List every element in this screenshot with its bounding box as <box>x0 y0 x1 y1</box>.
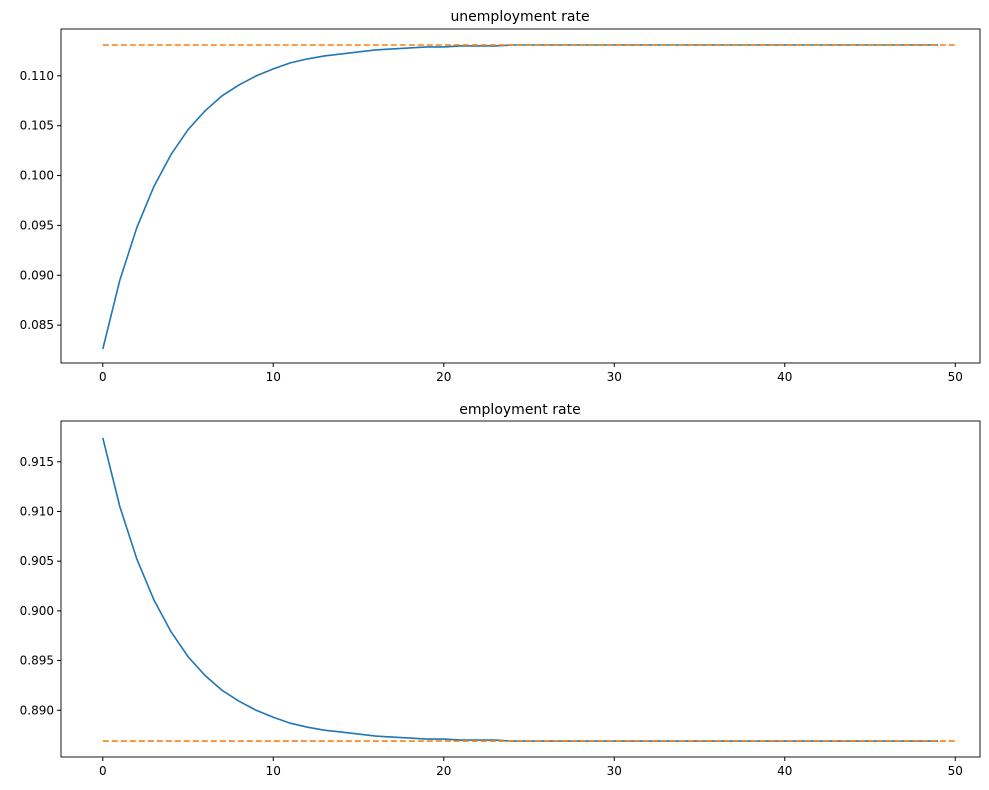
y-tick-label: 0.900 <box>20 604 54 618</box>
axes-frame <box>60 420 981 758</box>
x-tick-label: 10 <box>266 370 281 384</box>
x-tick-label: 20 <box>436 370 451 384</box>
y-tick-label: 0.095 <box>20 218 54 232</box>
y-tick-label: 0.895 <box>20 654 54 668</box>
y-tick-label: 0.090 <box>20 268 54 282</box>
x-tick-label: 30 <box>607 370 622 384</box>
x-tick-label: 50 <box>948 370 963 384</box>
x-tick-label: 40 <box>777 370 792 384</box>
x-tick-label: 20 <box>436 764 451 778</box>
x-tick-label: 30 <box>607 764 622 778</box>
y-tick-label: 0.915 <box>20 455 54 469</box>
y-tick-label: 0.100 <box>20 169 54 183</box>
x-tick-label: 40 <box>777 764 792 778</box>
y-tick-label: 0.105 <box>20 119 54 133</box>
series-line <box>102 44 939 350</box>
x-tick-label: 0 <box>99 764 107 778</box>
employment-rate-axes: employment rate 0 10 20 30 40 50 0.890 0.895 0.9… <box>20 402 981 778</box>
chart-title: unemployment rate <box>450 9 589 25</box>
x-tick-label: 10 <box>266 764 281 778</box>
y-tick-label: 0.910 <box>20 504 54 518</box>
series-line <box>102 437 939 742</box>
x-tick-label: 50 <box>948 764 963 778</box>
unemployment-rate-axes: unemployment rate 0 10 20 30 40 50 0.085 0.090 0… <box>20 9 981 384</box>
y-tick-label: 0.110 <box>20 69 54 83</box>
axes-frame <box>60 28 981 364</box>
y-tick-label: 0.905 <box>20 554 54 568</box>
y-tick-label: 0.085 <box>20 318 54 332</box>
y-tick-label: 0.890 <box>20 703 54 717</box>
chart-title: employment rate <box>459 402 580 418</box>
x-tick-label: 0 <box>99 370 107 384</box>
